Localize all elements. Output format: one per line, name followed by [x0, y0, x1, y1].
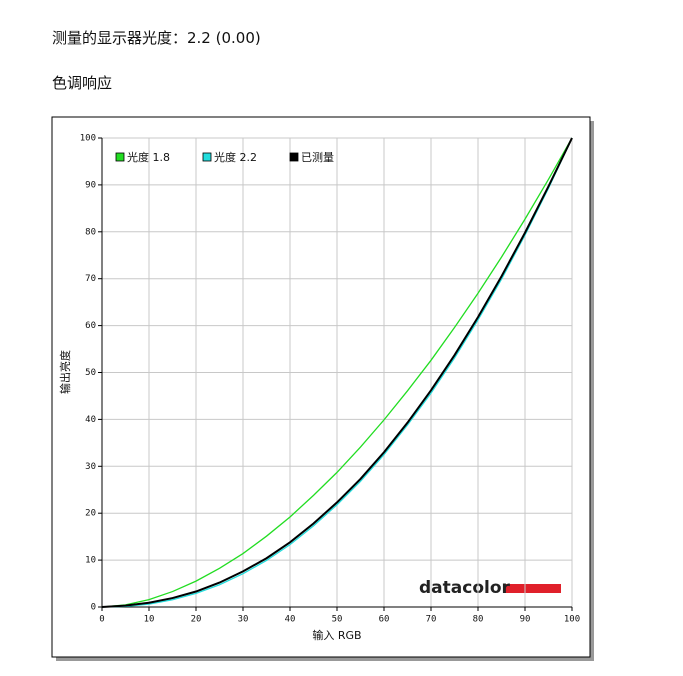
- x-tick-label: 10: [144, 615, 155, 625]
- y-tick-label: 30: [85, 462, 96, 472]
- x-tick-label: 80: [473, 615, 484, 625]
- x-axis-label: 输入 RGB: [312, 628, 361, 642]
- x-tick-label: 100: [564, 615, 580, 625]
- logo-bar: [505, 584, 561, 593]
- x-tick-label: 30: [238, 615, 249, 625]
- x-tick-label: 0: [99, 615, 104, 625]
- legend-label: 光度 1.8: [127, 150, 170, 164]
- y-tick-label: 90: [85, 180, 96, 190]
- y-tick-label: 20: [85, 509, 96, 519]
- legend-label: 已测量: [301, 151, 334, 164]
- series-line: [101, 137, 573, 608]
- section-title: 色调响应: [52, 74, 113, 92]
- y-tick-label: 10: [85, 556, 96, 566]
- y-tick-label: 50: [85, 368, 96, 378]
- y-tick-label: 70: [85, 274, 96, 284]
- x-tick-label: 50: [332, 615, 343, 625]
- page-title: 测量的显示器光度：2.2 (0.00): [52, 29, 261, 47]
- series-line: [101, 137, 573, 608]
- chart-frame: [51, 116, 591, 658]
- y-tick-label: 80: [85, 227, 96, 237]
- x-tick-label: 40: [285, 615, 296, 625]
- x-tick-label: 20: [191, 615, 202, 625]
- y-tick-label: 40: [85, 415, 96, 425]
- x-tick-label: 70: [426, 615, 437, 625]
- series-line: [101, 137, 573, 608]
- legend-swatch: [202, 152, 212, 162]
- logo: datacolor: [419, 578, 511, 598]
- x-tick-label: 90: [520, 615, 531, 625]
- legend-swatch: [115, 152, 125, 162]
- y-tick-label: 60: [85, 321, 96, 331]
- y-axis-label: 输出亮度: [58, 350, 72, 394]
- x-tick-label: 60: [379, 615, 390, 625]
- legend-label: 光度 2.2: [214, 150, 257, 164]
- y-tick-label: 0: [91, 603, 96, 613]
- legend-swatch: [289, 152, 299, 162]
- y-tick-label: 100: [80, 134, 96, 144]
